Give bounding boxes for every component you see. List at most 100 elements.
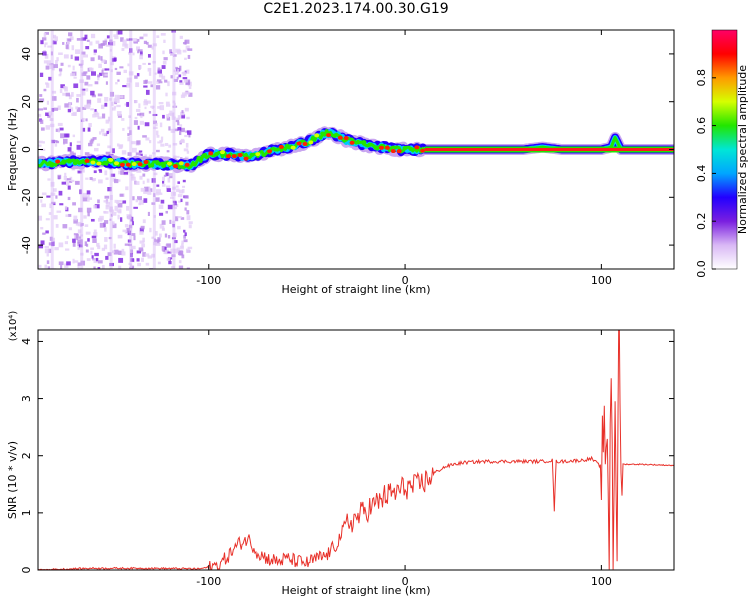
noise-speck [99, 222, 105, 228]
noise-speck [157, 106, 161, 109]
noise-speck [70, 73, 75, 77]
noise-speck [117, 79, 120, 82]
noise-speck [62, 42, 65, 45]
noise-speck [117, 234, 123, 239]
noise-speck [105, 204, 109, 210]
noise-speck [50, 192, 56, 196]
noise-speck [171, 254, 176, 258]
noise-speck [140, 115, 143, 119]
noise-speck [138, 247, 144, 252]
noise-speck [108, 236, 112, 240]
noise-speck [52, 202, 56, 206]
noise-speck [60, 133, 65, 139]
noise-speck [154, 238, 157, 243]
noise-speck [80, 65, 83, 68]
noise-speck [116, 143, 120, 147]
noise-speck [58, 73, 62, 77]
noise-speck [104, 68, 110, 71]
noise-speck [95, 40, 100, 44]
noise-speck [97, 217, 103, 222]
snr-plot-area [38, 330, 674, 570]
noise-speck [38, 108, 44, 111]
noise-speck [68, 32, 73, 37]
noise-speck [153, 126, 158, 129]
noise-speck [74, 56, 80, 61]
noise-speck [68, 94, 72, 100]
signal-hotspot [249, 152, 255, 157]
noise-speck [78, 207, 83, 213]
noise-speck [98, 169, 102, 172]
signal-hotspot [190, 162, 196, 167]
noise-speck [126, 169, 130, 173]
noise-speck [41, 203, 46, 208]
noise-speck [127, 239, 132, 243]
noise-speck [108, 41, 113, 46]
noise-stripe [152, 30, 156, 269]
signal-hotspot [379, 145, 385, 150]
noise-speck [103, 244, 108, 250]
noise-speck [139, 231, 144, 235]
noise-speck [135, 46, 140, 51]
noise-speck [130, 249, 134, 255]
noise-speck [164, 247, 167, 252]
noise-speck [162, 249, 165, 252]
noise-speck [179, 35, 183, 39]
noise-speck [90, 247, 94, 250]
noise-speck [184, 39, 190, 44]
noise-speck [90, 138, 95, 142]
noise-speck [162, 225, 165, 230]
noise-speck [183, 79, 188, 83]
x-axis-label-top: Height of straight line (km) [281, 283, 430, 296]
signal-hotspot [402, 146, 408, 151]
noise-speck [97, 266, 101, 269]
noise-speck [114, 67, 118, 71]
signal-hotspot [261, 152, 267, 157]
signal-hotspot [255, 152, 261, 157]
noise-speck [172, 91, 177, 96]
colorbar-label: Normalized spectral amplitude [736, 65, 749, 234]
noise-speck [151, 46, 154, 50]
noise-speck [113, 98, 117, 102]
noise-speck [185, 201, 189, 206]
noise-speck [158, 73, 164, 78]
noise-speck [184, 195, 189, 199]
colorbar-tick-label: 0.2 [695, 212, 708, 230]
noise-speck [177, 216, 182, 219]
noise-speck [161, 220, 166, 225]
noise-speck [173, 102, 176, 108]
noise-speck [68, 227, 73, 231]
noise-speck [86, 258, 91, 262]
noise-speck [105, 119, 110, 124]
noise-speck [138, 65, 142, 69]
noise-speck [43, 49, 47, 53]
noise-speck [77, 262, 82, 266]
signal-hotspot [367, 142, 373, 147]
noise-speck [167, 251, 172, 254]
signal-hotspot [72, 161, 78, 166]
noise-speck [186, 116, 190, 120]
noise-speck [41, 192, 47, 196]
noise-speck [76, 140, 81, 144]
noise-speck [52, 40, 57, 45]
noise-speck [143, 100, 148, 106]
noise-speck [83, 54, 88, 58]
noise-speck [140, 225, 145, 230]
noise-speck [117, 214, 120, 220]
noise-speck [94, 81, 99, 85]
noise-speck [71, 112, 77, 116]
noise-speck [84, 152, 90, 156]
noise-speck [109, 39, 113, 43]
noise-speck [104, 102, 108, 107]
noise-speck [86, 88, 89, 92]
signal-hotspot [114, 161, 120, 166]
noise-speck [95, 112, 100, 118]
noise-speck [147, 211, 150, 217]
noise-speck [139, 199, 144, 205]
y-tick-label-top: 0 [20, 146, 33, 153]
noise-speck [58, 242, 64, 248]
noise-speck [133, 235, 136, 241]
noise-speck [127, 136, 130, 142]
noise-speck [149, 188, 153, 193]
noise-speck [116, 201, 120, 204]
noise-speck [127, 133, 130, 136]
